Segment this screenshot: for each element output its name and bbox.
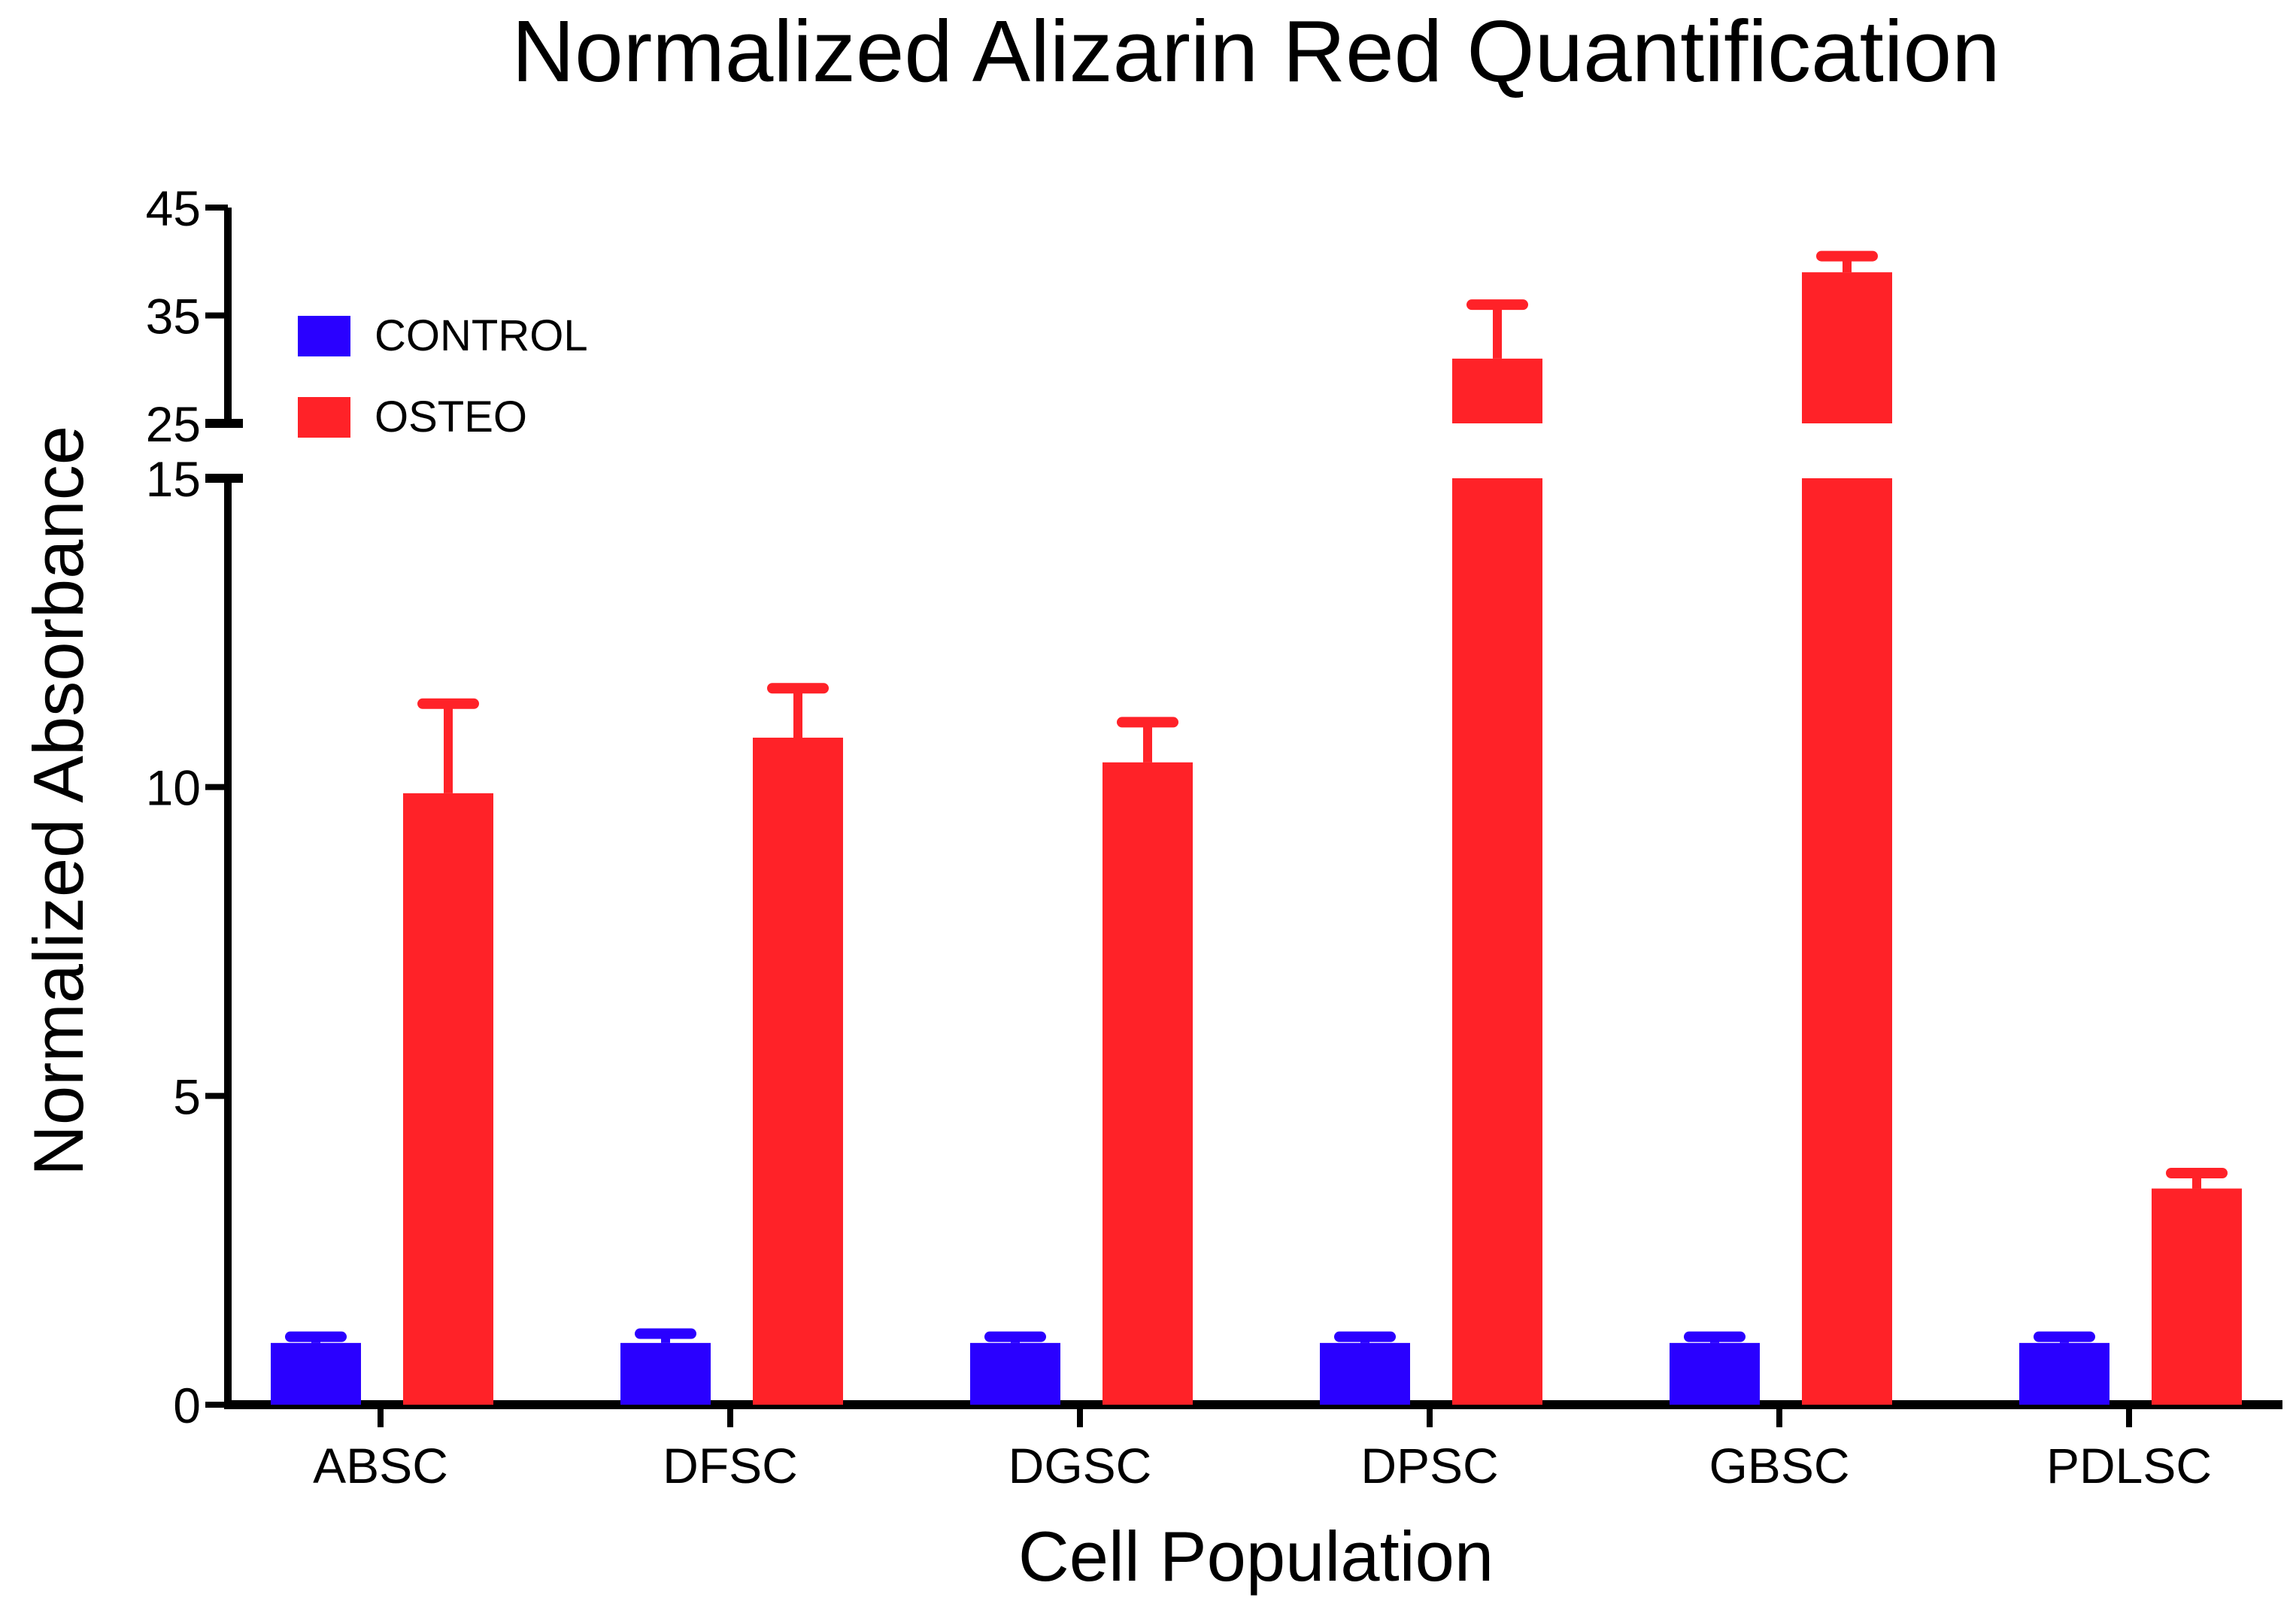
x-tick-label-dfsc: DFSC (663, 1438, 798, 1493)
control-bar-pdlsc (2019, 1342, 2109, 1405)
y-tick-label: 15 (146, 451, 201, 507)
control-bar-dfsc (620, 1342, 711, 1405)
osteo-bar-absc (403, 793, 493, 1405)
legend-label-osteo: OSTEO (375, 393, 527, 441)
control-bar-absc (271, 1342, 361, 1405)
legend-swatch-control (298, 316, 350, 356)
y-tick-label: 0 (173, 1378, 201, 1433)
control-bar-dpsc (1320, 1342, 1410, 1405)
x-tick-label-absc: ABSC (313, 1438, 448, 1493)
bars-group (271, 250, 2242, 1405)
osteo-bar-dpsc-upper (1452, 358, 1542, 423)
osteo-bar-pdlsc (2152, 1188, 2242, 1405)
y-tick-label: 10 (146, 760, 201, 816)
y-tick-label: 5 (173, 1069, 201, 1124)
y-tick-label: 25 (146, 396, 201, 452)
x-tick-label-dpsc: DPSC (1360, 1438, 1498, 1493)
control-bar-dgsc (970, 1342, 1060, 1405)
chart-title: Normalized Alizarin Red Quantification (511, 2, 2000, 100)
osteo-bar-dfsc (753, 737, 843, 1405)
x-tick-label-gbsc: GBSC (1709, 1438, 1849, 1493)
x-axis-title: Cell Population (1018, 1517, 1494, 1596)
legend-label-control: CONTROL (375, 311, 588, 360)
y-tick-label: 35 (146, 289, 201, 344)
legend-swatch-osteo (298, 397, 350, 438)
osteo-bar-gbsc-upper (1802, 272, 1892, 423)
control-bar-gbsc (1670, 1342, 1760, 1405)
osteo-bar-gbsc-lower (1802, 478, 1892, 1405)
y-axis-title: Normalized Absorbance (19, 426, 98, 1176)
osteo-bar-dgsc (1103, 762, 1193, 1405)
x-tick-label-dgsc: DGSC (1008, 1438, 1152, 1493)
osteo-bar-dpsc-lower (1452, 478, 1542, 1405)
axes (224, 208, 2282, 1409)
x-tick-label-pdlsc: PDLSC (2046, 1438, 2212, 1493)
y-tick-label: 45 (146, 180, 201, 236)
legend: CONTROL OSTEO (298, 311, 588, 441)
